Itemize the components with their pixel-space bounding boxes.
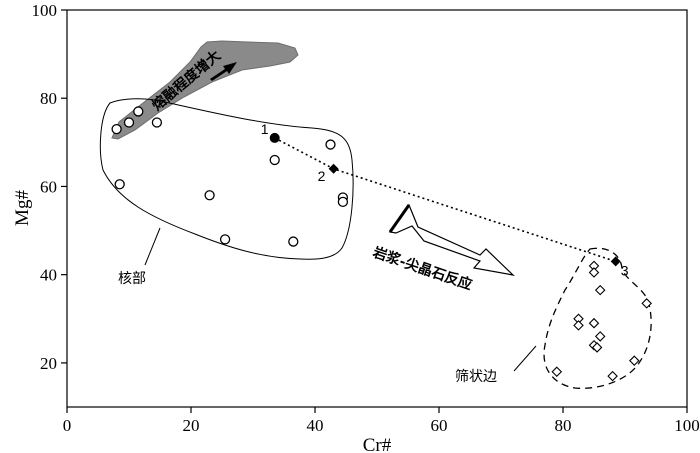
sieve-rim-data-point — [607, 370, 618, 382]
core-data-point — [288, 236, 299, 247]
x-axis-title: Cr# — [363, 435, 392, 453]
melting-trend-arrow — [210, 62, 237, 81]
sieve-rim-data-point — [594, 284, 606, 296]
y-tick-label: 60 — [40, 177, 57, 196]
core-data-point — [204, 190, 215, 201]
core-data-point — [269, 154, 280, 166]
path-point-3 — [610, 256, 621, 267]
sieve-rim-data-point — [588, 317, 600, 329]
y-axis-title: Mg# — [12, 190, 33, 226]
sieve-rim-field-outline — [543, 247, 652, 389]
y-tick-label: 80 — [40, 89, 57, 108]
x-tick-label: 20 — [183, 416, 200, 435]
axis-ticks: 0 20 40 60 80 100 20 40 60 80 100 — [32, 1, 700, 435]
path-point-1 — [269, 132, 280, 143]
core-data-point — [219, 234, 231, 245]
sieve-rim-data-point — [641, 298, 652, 309]
sieve-rim-data-point — [594, 331, 606, 342]
reaction-arrow — [388, 203, 515, 276]
x-tick-label: 60 — [431, 416, 448, 435]
melting-trend-band — [111, 40, 299, 140]
sieve-rim-data-point — [573, 320, 584, 331]
x-tick-label: 0 — [63, 416, 72, 435]
core-label: 核部 — [118, 271, 146, 287]
path-point-2 — [328, 163, 339, 174]
core-data-point — [325, 139, 336, 150]
plot-frame — [66, 9, 688, 408]
sieve-rim-data-point — [629, 355, 640, 366]
path-point-label-3: 3 — [621, 262, 629, 278]
sieve-rim-label: 筛状边 — [455, 369, 497, 385]
path-point-label-2: 2 — [318, 168, 326, 184]
core-leader-line — [144, 227, 161, 266]
y-tick-label: 100 — [32, 1, 58, 20]
reaction-arrow-edge — [388, 204, 411, 233]
path-point-label-1: 1 — [261, 121, 269, 137]
core-data-point — [114, 179, 125, 190]
x-tick-label: 80 — [555, 416, 572, 435]
data-marks: 1 2 3 — [111, 106, 652, 382]
sieve-rim-data-point — [588, 267, 600, 278]
y-tick-label: 40 — [40, 266, 57, 285]
core-data-point — [111, 123, 122, 135]
sieve-rim-leader-line — [513, 345, 537, 372]
core-data-point — [123, 117, 135, 128]
core-field-outline — [99, 98, 354, 260]
x-tick-label: 40 — [307, 416, 324, 435]
y-tick-label: 20 — [40, 354, 57, 373]
core-data-point — [133, 106, 144, 117]
sieve-rim-data-point — [591, 342, 603, 353]
sieve-rim-data-point — [551, 366, 563, 377]
core-data-point — [337, 196, 349, 208]
core-data-point — [151, 117, 163, 128]
x-tick-label: 100 — [674, 416, 700, 435]
